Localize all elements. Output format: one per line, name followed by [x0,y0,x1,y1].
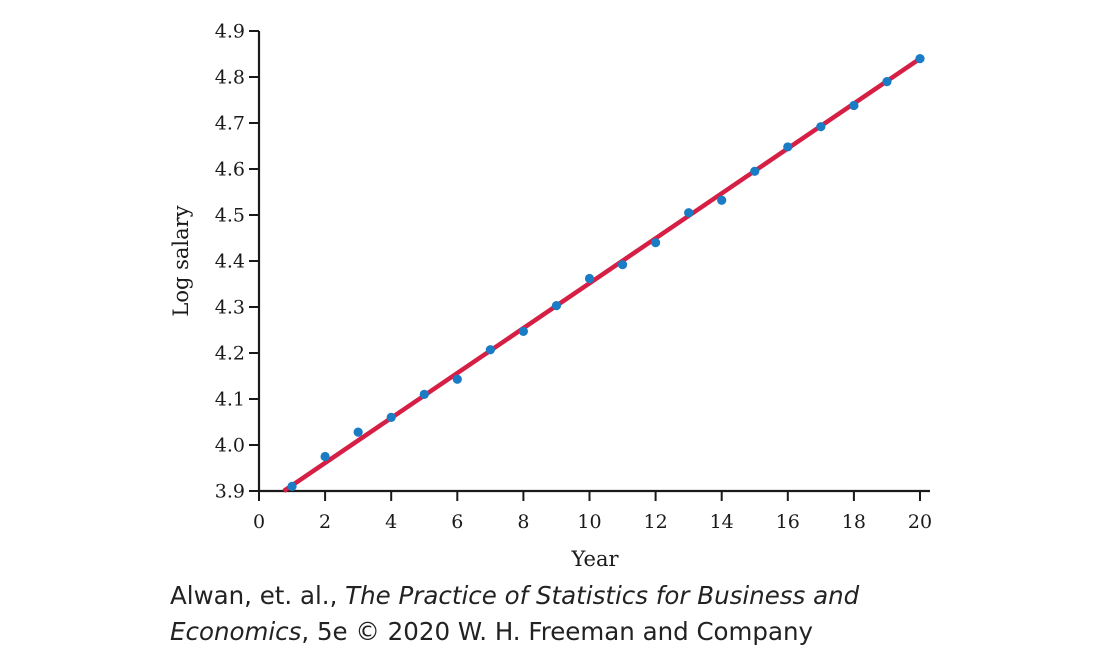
data-point [287,481,297,491]
data-point [485,345,495,355]
data-point [750,166,760,176]
y-axis-label: Log salary [169,205,193,316]
x-tick-label: 4 [385,511,397,533]
data-points [287,54,925,491]
y-tick-label: 4.7 [215,113,245,135]
y-tick-label: 4.2 [215,343,245,365]
y-tick-label: 4.5 [215,205,245,227]
data-point [419,389,429,399]
data-point [783,142,793,152]
data-point [386,412,396,422]
x-tick-label: 6 [451,511,463,533]
data-point [651,238,661,248]
x-tick-label: 14 [710,511,734,533]
data-point [915,54,925,64]
source-caption: Alwan, et. al., The Practice of Statisti… [170,578,859,650]
caption-edition-publisher: , 5e © 2020 W. H. Freeman and Company [301,617,814,646]
x-tick-label: 18 [842,511,866,533]
y-tick-label: 4.6 [215,159,245,181]
scatter-chart: 3.9 4.0 4.1 4.2 4.3 4.4 4.5 4.6 4.7 4.8 4.9 0 2 4 6 8 10… [169,21,932,572]
caption-line-2: Economics, 5e © 2020 W. H. Freeman and C… [170,614,859,650]
y-tick-label: 4.4 [215,251,245,273]
x-tick-label: 16 [776,511,800,533]
data-point [816,122,826,132]
fit-line [282,56,922,493]
x-tick-label: 2 [319,511,331,533]
data-point [684,208,694,218]
caption-line-1: Alwan, et. al., The Practice of Statisti… [170,578,859,614]
y-tick-label: 4.1 [215,389,245,411]
data-point [518,326,529,336]
x-tick-label: 12 [644,511,668,533]
x-tick-label: 8 [517,511,529,533]
data-point [717,195,727,205]
y-tick-label: 4.0 [215,435,245,457]
ticks: 3.9 4.0 4.1 4.2 4.3 4.4 4.5 4.6 4.7 4.8 4.9 0 2 4 6 8 10… [215,21,932,534]
x-axis-label: Year [570,547,619,571]
data-point [849,100,859,111]
caption-authors: Alwan, et. al., [170,581,346,610]
data-point [353,427,363,437]
data-point [551,301,562,311]
y-tick-label: 4.3 [215,297,245,319]
y-tick-label: 4.9 [215,21,245,43]
x-tick-label: 10 [577,511,601,533]
data-point [617,260,628,270]
data-point [452,374,462,384]
fit-line-layer [282,56,922,493]
data-point [320,451,330,462]
caption-book-title-cont: Economics [170,617,302,646]
data-point [882,77,892,87]
caption-book-title: The Practice of Statistics for Business … [345,581,860,610]
x-tick-label: 0 [253,511,265,533]
y-tick-label: 4.8 [215,67,245,89]
data-point [584,273,595,284]
axes [257,31,930,493]
x-tick-label: 20 [908,511,932,533]
y-tick-label: 3.9 [215,481,245,503]
